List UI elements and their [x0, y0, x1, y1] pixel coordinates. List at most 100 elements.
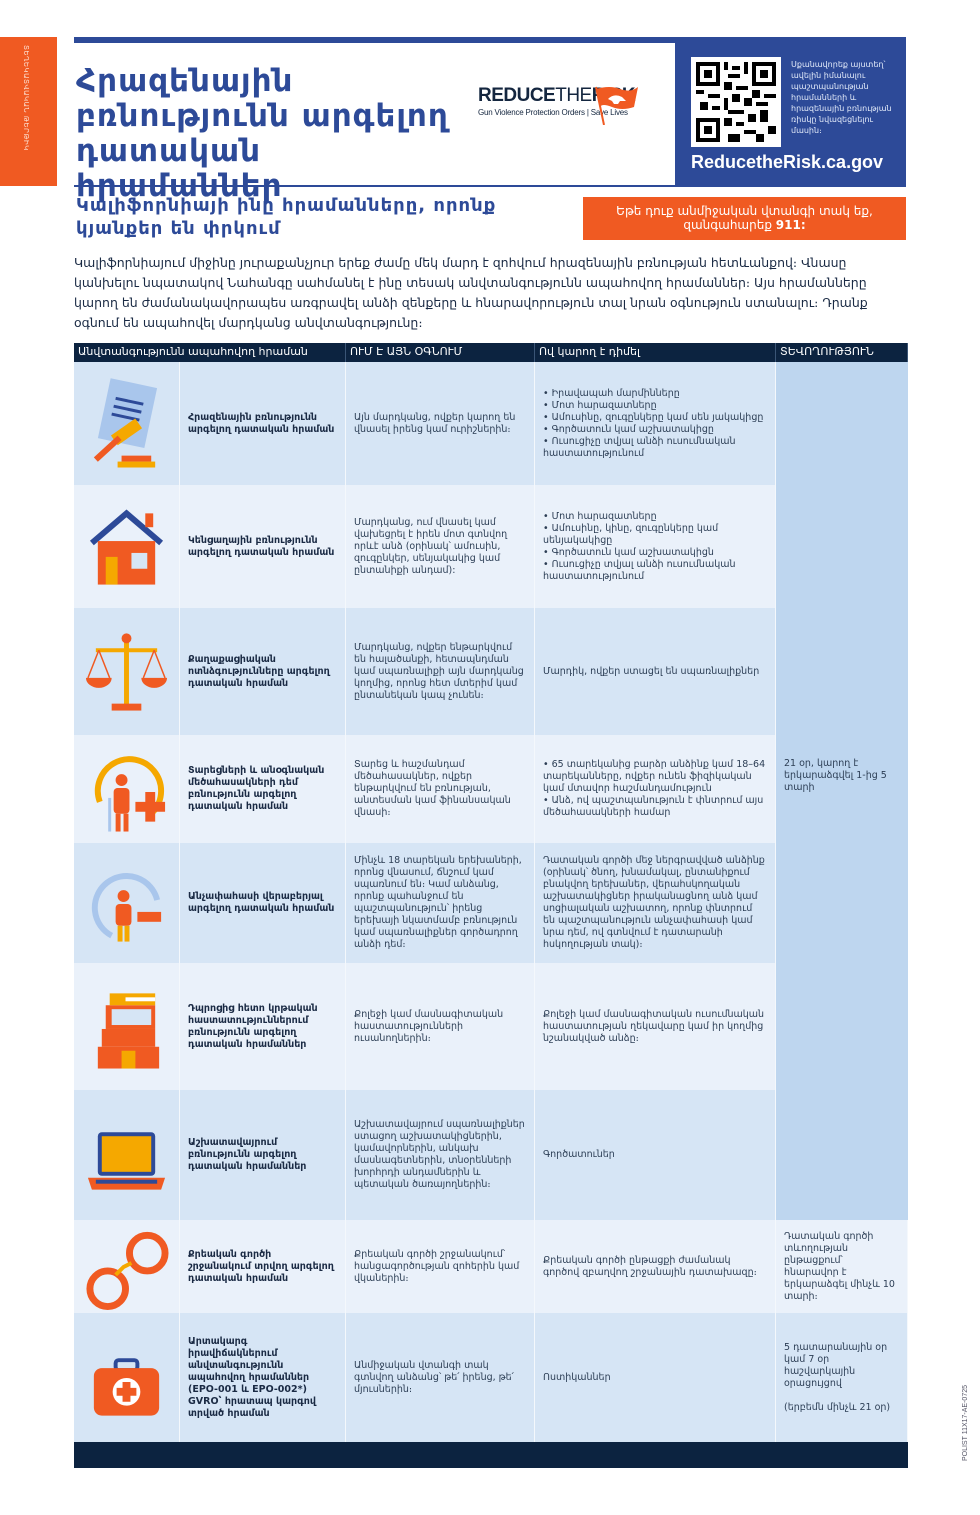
qr-code-icon	[696, 62, 776, 142]
who-item: • Իրավապահ մարմինները	[543, 387, 680, 399]
order-name: Անչափահասի վերաբերյալ արգելող դատական հր…	[188, 891, 335, 914]
footer-bar	[74, 1442, 908, 1468]
laptop-icon	[87, 1131, 166, 1190]
intro-paragraph: Կալիֆորնիայում միջինը յուրաքանչյուր երեք…	[74, 255, 868, 330]
header-duration: ՏԵՎՈՂՈՒԹՅՈՒՆ	[776, 343, 908, 362]
logo-word-1: REDUCE	[478, 85, 556, 106]
duration-text: Դատական գործի տևողության ընթացքում՝ հնար…	[784, 1230, 895, 1302]
who-cell: Դատական գործի մեջ ներգրավված անձինք (օրի…	[535, 843, 776, 963]
order-name-cell: Հրազենային բռնությունն արգելող դատական հ…	[180, 362, 346, 485]
order-name-cell: Քաղաքացիական ոտնձգությունները արգելող դա…	[180, 608, 346, 735]
helps-cell: Այն մարդկանց, ովքեր կարող են վնասել իրեն…	[346, 362, 535, 485]
duration-text: 5 դատարանային օր կամ 7 օր հաշվարկային օր…	[784, 1341, 888, 1389]
helps-text: Քրեական գործի շրջանակում՝ հանցագործությա…	[354, 1248, 520, 1284]
order-name: Քաղաքացիական ոտնձգությունները արգելող դա…	[188, 653, 330, 689]
helps-cell: Մարդկանց, ովքեր ենթարկվում են հալածանքի,…	[346, 608, 535, 735]
who-item: • Գործատուն կամ աշխատակիցը	[543, 423, 714, 435]
helps-cell: Մինչև 18 տարեկան երեխաների, որոնց վնասու…	[346, 843, 535, 963]
child-icon	[91, 872, 162, 942]
qr-code[interactable]	[691, 57, 781, 147]
helps-text: Տարեց և հաշմանդամ մեծահասակներ, ովքեր են…	[354, 759, 511, 818]
books-icon	[97, 993, 160, 1069]
who-item: • Ուսուցիչը տվյալ անձի ուսումնական հաստա…	[543, 435, 736, 459]
helps-cell: Քոլեջի կամ մասնագիտական հաստատություններ…	[346, 963, 535, 1090]
order-icon-cell	[74, 963, 180, 1090]
header-order: Անվտանգությունն ապահովող հրաման	[74, 343, 346, 362]
who-item: • Գործատուն կամ աշխատակիցն	[543, 546, 714, 558]
helps-text: Այն մարդկանց, ովքեր կարող են վնասել իրեն…	[354, 411, 516, 435]
order-name: Տարեցների և անօգնական մեծահասակների դեմ …	[188, 765, 325, 812]
who-cell: • 65 տարեկանից բարձր անձինք կամ 18–64 տա…	[535, 735, 776, 843]
order-name-cell: Արտակարգ իրավիճակներում անվտանգությունն …	[180, 1313, 346, 1442]
who-item: • Ամուսինը, կինը, զուգընկերը կամ սենյակա…	[543, 522, 719, 546]
order-name: Դպրոցից հետո կրթական հաստատություններում…	[188, 1002, 318, 1050]
handcuffs-icon	[86, 1231, 169, 1311]
who-cell: • Մոտ հարազատները • Ամուսինը, կինը, զուգը…	[535, 485, 776, 608]
order-name: Արտակարգ իրավիճակներում անվտանգությունն …	[188, 1335, 316, 1419]
order-name-cell: Քրեական գործի շրջանակում տրվող արգելող դ…	[180, 1220, 346, 1313]
order-name-cell: Տարեցների և անօգնական մեծահասակների դեմ …	[180, 735, 346, 843]
order-icon-cell	[74, 485, 180, 608]
duration-shared-cell: 21 օր, կարող է երկարաձգվել 1-ից 5 տարի	[776, 362, 908, 1220]
helps-text: Աշխատավայրում սպառնալիքներ ստացող աշխատա…	[354, 1119, 525, 1190]
first-aid-kit-icon	[93, 1358, 160, 1416]
order-name: Կենցաղային բռնությունն արգելող դատական հ…	[188, 534, 335, 558]
helps-cell: Մարդկանց, ում վնասել կամ վախեցրել է իրեն…	[346, 485, 535, 608]
who-item: • 65 տարեկանից բարձր անձինք կամ 18–64 տա…	[543, 759, 766, 794]
emergency-number: 911:	[775, 218, 806, 232]
header-who: Ով կարող է դիմել	[535, 343, 776, 362]
who-item: • Ամուսինը, զուգընկերը կամ սեն յակակիցը	[543, 411, 764, 423]
who-cell: Քրեական գործի ընթացքի ժամանակ գործով զբա…	[535, 1220, 776, 1313]
order-icon-cell	[74, 362, 180, 485]
order-name: Աշխատավայրում բռնությունն արգելող դատակա…	[188, 1137, 307, 1172]
gavel-document-icon	[93, 378, 158, 468]
top-rule	[74, 37, 906, 43]
who-cell: Մարդիկ, ովքեր ստացել են սպառնալիքներ	[535, 608, 776, 735]
order-name-cell: Դպրոցից հետո կրթական հաստատություններում…	[180, 963, 346, 1090]
logo-tagline: Gun Violence Protection Orders | Save Li…	[478, 108, 628, 117]
emergency-text: Եթե դուք անմիջական վտանգի տակ եք, զանգահ…	[616, 204, 873, 232]
who-item: Քոլեջի կամ մասնագիտական ուսումնական հաստ…	[543, 1008, 765, 1044]
helps-text: Քոլեջի կամ մասնագիտական հաստատություններ…	[354, 1008, 504, 1044]
qr-panel: Սքանավորեք այստեղ՝ ավելին իմանալու պաշտպ…	[675, 37, 906, 187]
helps-text: Անմիջական վտանգի տակ գտնվող անձանց՝ թե՛ …	[354, 1359, 514, 1395]
helps-cell: Քրեական գործի շրջանակում՝ հանցագործությա…	[346, 1220, 535, 1313]
divider	[74, 185, 906, 187]
order-icon-cell	[74, 1220, 180, 1313]
helps-cell: Տարեց և հաշմանդամ մեծահասակներ, ովքեր են…	[346, 735, 535, 843]
who-cell: Քոլեջի կամ մասնագիտական ուսումնական հաստ…	[535, 963, 776, 1090]
order-name: Քրեական գործի շրջանակում տրվող արգելող դ…	[188, 1248, 334, 1284]
helps-cell: Աշխատավայրում սպառնալիքներ ստացող աշխատա…	[346, 1090, 535, 1220]
who-item: Մարդիկ, ովքեր ստացել են սպառնալիքներ	[543, 665, 760, 677]
emergency-banner: Եթե դուք անմիջական վտանգի տակ եք, զանգահ…	[583, 197, 906, 240]
header-helps: ՈՒՄ Է ԱՅՆ ՕԳՆՈՒՄ	[346, 343, 535, 362]
orders-table: Անվտանգությունն ապահովող հրաման ՈՒՄ Է ԱՅ…	[74, 343, 908, 1442]
house-icon	[89, 509, 164, 585]
flag-icon	[595, 86, 638, 125]
helps-text: Մարդկանց, ում վնասել կամ վախեցրել է իրեն…	[354, 516, 508, 576]
duration-cell: 5 դատարանային օր կամ 7 օր հաշվարկային օր…	[776, 1313, 908, 1442]
order-name-cell: Աշխատավայրում բռնությունն արգելող դատակա…	[180, 1090, 346, 1220]
subtitle: Կալիֆորնիայի ինը հրամանները, որոնք կյանք…	[76, 195, 497, 239]
who-item: • Մոտ հարազատները	[543, 510, 657, 522]
who-item: • Մոտ հարազատները	[543, 399, 657, 411]
who-cell: • Իրավապահ մարմինները • Մոտ հարազատները • …	[535, 362, 776, 485]
order-icon-cell	[74, 1313, 180, 1442]
logo-word-2: THE	[555, 85, 592, 106]
who-item: • Ուսուցիչը տվյալ անձի ուսումնական հաստա…	[543, 558, 736, 582]
sidebar-label: ՏԵՂԵԿԱՏՎԱԿԱՆ ԹԵՐԹԻԿ	[22, 45, 30, 151]
helps-cell: Անմիջական վտանգի տակ գտնվող անձանց՝ թե՛ …	[346, 1313, 535, 1442]
order-name: Հրազենային բռնությունն արգելող դատական հ…	[188, 411, 335, 435]
language-tab: ՏԵՂԵԿԱՏՎԱԿԱՆ ԹԵՐԹԻԿ	[0, 37, 57, 186]
who-item: Քրեական գործի ընթացքի ժամանակ գործով զբա…	[543, 1254, 757, 1278]
who-cell: Ոստիկաններ	[535, 1313, 776, 1442]
order-icon-cell	[74, 843, 180, 963]
helps-text: Մինչև 18 տարեկան երեխաների, որոնց վնասու…	[354, 855, 522, 950]
who-item: Դատական գործի մեջ ներգրավված անձինք (օրի…	[543, 855, 765, 950]
website-link[interactable]: ReducetheRisk.ca.gov	[691, 152, 884, 172]
who-item: Ոստիկաններ	[543, 1371, 611, 1383]
duration-shared: 21 օր, կարող է երկարաձգվել 1-ից 5 տարի	[784, 758, 887, 793]
order-icon-cell	[74, 608, 180, 735]
who-item: • Անձ, ով պաշտպանություն է փնտրում այս մ…	[543, 795, 764, 818]
order-name-cell: Անչափահասի վերաբերյալ արգելող դատական հր…	[180, 843, 346, 963]
